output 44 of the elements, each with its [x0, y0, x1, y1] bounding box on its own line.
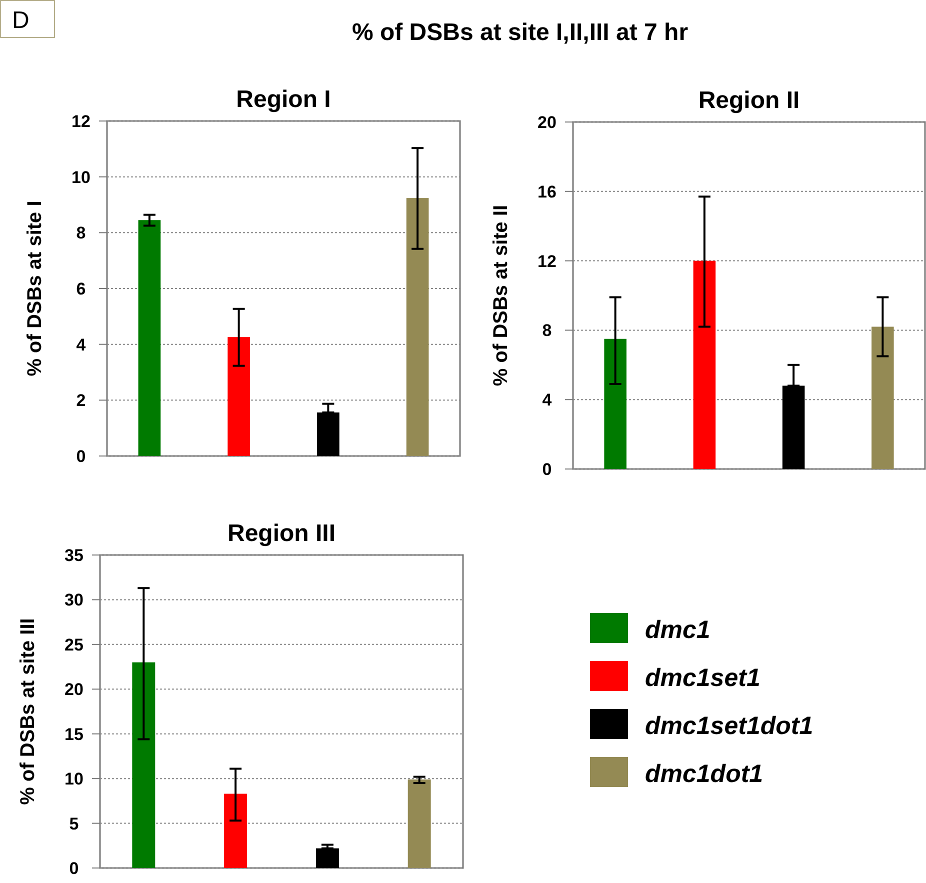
y-axis-title: % of DSBs at site III: [17, 618, 39, 805]
bar: [408, 779, 431, 868]
y-tick-label: 12: [72, 112, 90, 131]
legend-label: dmc1: [645, 616, 710, 644]
y-tick-label: 0: [69, 859, 79, 878]
chart-title: Region I: [236, 86, 331, 113]
y-tick-label: 30: [64, 590, 84, 610]
y-tick-label: 16: [538, 182, 556, 202]
y-tick-label: 6: [76, 280, 86, 298]
legend-label: dmc1dot1: [645, 760, 764, 788]
bar: [138, 220, 161, 456]
text: % of DSBs at site I,II,III at 7 hr: [352, 19, 688, 46]
bar: [693, 260, 716, 469]
y-tick-label: 0: [542, 460, 552, 479]
y-tick-label: 5: [69, 814, 79, 834]
bar: [317, 412, 340, 456]
legend-label: dmc1set1dot1: [645, 712, 814, 740]
bar: [872, 326, 894, 469]
y-tick-label: 25: [64, 635, 84, 654]
chart-title: Region III: [228, 520, 336, 547]
bar: [224, 794, 248, 868]
y-axis-title: % of DSBs at site I: [24, 200, 46, 376]
y-tick-label: 4: [76, 335, 86, 354]
y-tick-label: 20: [64, 680, 84, 700]
y-tick-label: 10: [64, 770, 84, 789]
chart-title: Region II: [698, 87, 800, 114]
y-tick-label: 8: [76, 224, 86, 243]
y-tick-label: 35: [64, 546, 84, 565]
bar: [132, 662, 156, 868]
y-tick-label: 2: [76, 391, 86, 410]
y-tick-label: 4: [542, 390, 552, 410]
y-tick-label: 10: [72, 168, 90, 187]
y-tick-label: 20: [538, 113, 556, 132]
y-axis-title: % of DSBs at site II: [490, 204, 512, 386]
y-tick-label: 8: [542, 321, 552, 340]
bar: [782, 386, 805, 469]
y-tick-label: 0: [76, 447, 86, 466]
bar: [604, 338, 626, 469]
bar: [406, 198, 429, 456]
y-tick-label: 15: [64, 724, 84, 744]
bar: [228, 337, 250, 456]
text: D: [12, 7, 30, 34]
y-tick-label: 12: [538, 252, 556, 271]
legend-label: dmc1set1: [645, 664, 760, 692]
